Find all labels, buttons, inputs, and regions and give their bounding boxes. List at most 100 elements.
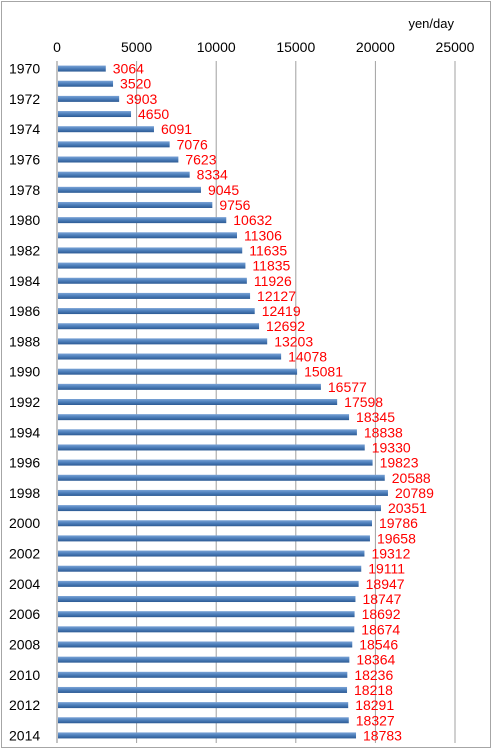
bar xyxy=(58,429,357,436)
value-label: 20789 xyxy=(395,485,434,501)
bar xyxy=(58,671,348,678)
bar xyxy=(58,399,338,405)
value-label: 18218 xyxy=(354,682,393,698)
bar xyxy=(58,565,362,572)
x-tick-labels: 0 5000 10000 15000 20000 25000 xyxy=(53,39,475,55)
value-label: 19786 xyxy=(379,515,418,531)
y-tick-label: 2004 xyxy=(9,576,40,592)
x-tick-label: 0 xyxy=(53,39,61,55)
y-tick-label: 1980 xyxy=(9,212,40,228)
y-tick-label: 1994 xyxy=(9,424,40,440)
bar xyxy=(58,656,350,663)
value-label: 7076 xyxy=(177,136,208,152)
value-label: 7623 xyxy=(185,152,216,168)
bar xyxy=(58,277,247,284)
value-label: 18546 xyxy=(359,636,398,652)
y-tick-label: 1992 xyxy=(9,394,40,410)
value-label: 18674 xyxy=(361,621,400,637)
value-label: 3064 xyxy=(113,61,144,77)
value-label: 9756 xyxy=(219,197,250,213)
bar xyxy=(58,80,114,87)
y-tick-label: 2012 xyxy=(9,697,40,713)
value-label: 20351 xyxy=(388,500,427,516)
y-tick-label: 2002 xyxy=(9,546,40,562)
bar xyxy=(58,459,373,466)
x-tick-label: 5000 xyxy=(121,39,152,55)
x-tick-label: 15000 xyxy=(276,39,315,55)
y-tick-label: 1982 xyxy=(9,242,40,258)
value-labels: 3064352039034650609170767623833490459756… xyxy=(113,61,434,744)
y-tick-label: 1988 xyxy=(9,333,40,349)
y-tick-label: 1970 xyxy=(9,61,40,77)
value-label: 15081 xyxy=(304,364,343,380)
value-label: 18747 xyxy=(362,591,401,607)
x-axis-unit-label: yen/day xyxy=(408,16,454,31)
bar xyxy=(58,732,357,739)
bar xyxy=(58,686,348,693)
bar xyxy=(58,232,237,239)
value-label: 11306 xyxy=(244,227,282,243)
bar xyxy=(58,550,365,557)
bar xyxy=(58,474,385,481)
bar xyxy=(58,247,243,254)
bar xyxy=(58,368,298,375)
y-tick-label: 2000 xyxy=(9,515,40,531)
bar xyxy=(58,702,349,709)
y-tick-label: 1986 xyxy=(9,303,40,319)
value-label: 13203 xyxy=(274,333,313,349)
value-label: 19658 xyxy=(377,530,416,546)
x-tick-label: 25000 xyxy=(436,39,475,55)
x-tick-label: 20000 xyxy=(356,39,395,55)
bar xyxy=(58,414,350,421)
y-tick-label: 1990 xyxy=(9,364,40,380)
bar xyxy=(58,596,356,603)
value-label: 3903 xyxy=(126,91,157,107)
value-label: 18345 xyxy=(356,409,395,425)
value-label: 12419 xyxy=(262,303,301,319)
bar xyxy=(58,186,201,193)
bar xyxy=(58,111,132,118)
bars xyxy=(58,65,388,739)
value-label: 12692 xyxy=(266,318,305,334)
bar xyxy=(58,338,268,345)
bar xyxy=(58,444,365,451)
bar xyxy=(58,489,388,496)
bar xyxy=(58,217,227,224)
bar xyxy=(58,520,372,527)
y-tick-label: 1972 xyxy=(9,91,40,107)
bar xyxy=(58,717,349,724)
bar xyxy=(58,171,190,178)
value-label: 20588 xyxy=(392,470,431,486)
y-tick-labels: 1970 1972 1974 1976 1978 1980 1982 1984 1986 1988… xyxy=(9,61,40,744)
value-label: 6091 xyxy=(161,121,192,137)
bar xyxy=(58,611,355,618)
bar xyxy=(58,126,154,133)
value-label: 4650 xyxy=(138,106,169,122)
y-tick-label: 1978 xyxy=(9,182,40,198)
bar xyxy=(58,641,353,648)
y-tick-label: 2010 xyxy=(9,667,40,683)
value-label: 8334 xyxy=(197,167,228,183)
y-tick-label: 2006 xyxy=(9,606,40,622)
bar xyxy=(58,156,179,163)
bar xyxy=(58,201,213,208)
bar xyxy=(58,505,381,512)
bar xyxy=(58,353,282,360)
value-label: 19823 xyxy=(380,455,419,471)
value-label: 19330 xyxy=(372,439,411,455)
y-tick-label: 1996 xyxy=(9,455,40,471)
y-tick-label: 2014 xyxy=(9,727,40,743)
bar xyxy=(58,383,321,390)
value-label: 18291 xyxy=(355,697,394,713)
y-tick-label: 1976 xyxy=(9,152,40,168)
bar xyxy=(58,535,370,542)
bar xyxy=(58,262,246,269)
y-tick-label: 1984 xyxy=(9,273,40,289)
bar xyxy=(58,308,255,315)
value-label: 18947 xyxy=(366,576,405,592)
value-label: 18236 xyxy=(354,667,393,683)
value-label: 18692 xyxy=(362,606,401,622)
y-tick-label: 1998 xyxy=(9,485,40,501)
bar xyxy=(58,292,251,299)
